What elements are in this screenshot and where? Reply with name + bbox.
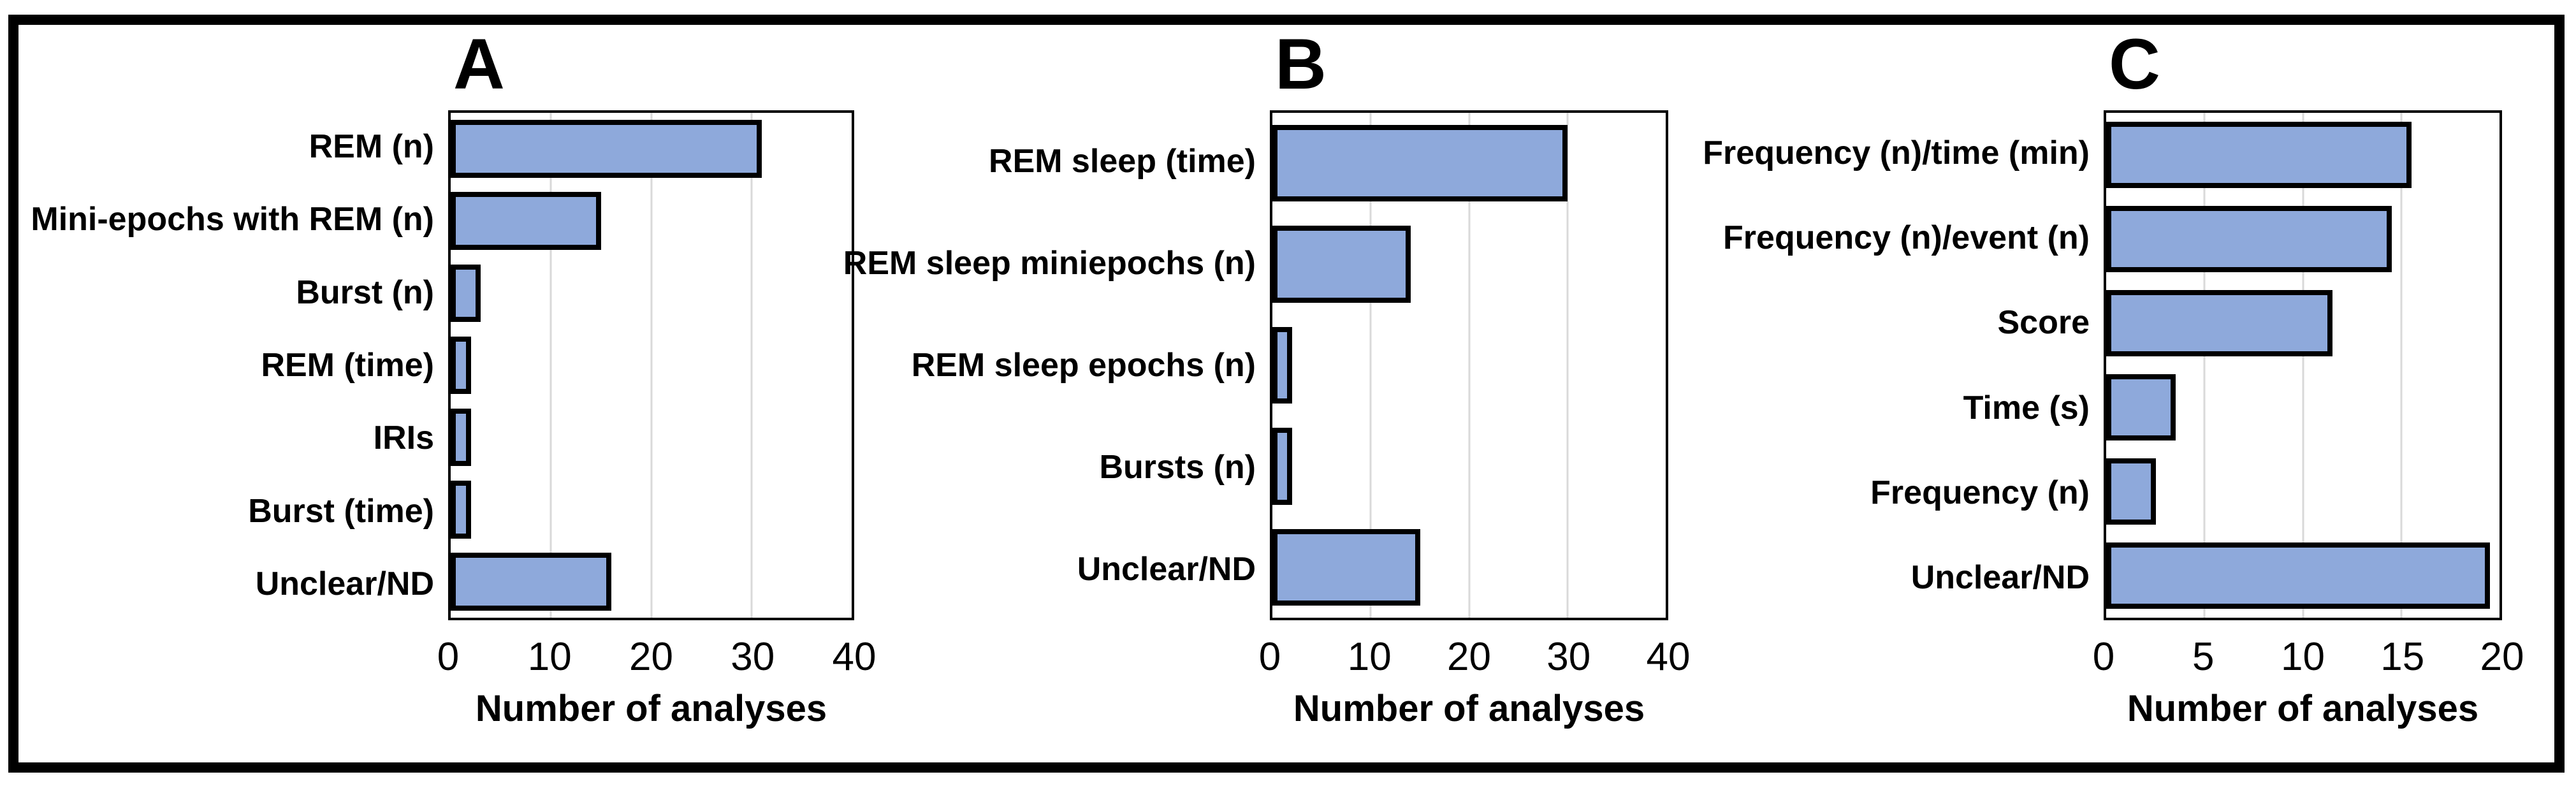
bar-rem-time <box>451 336 471 395</box>
bar-slot-rem-sleep-epochs-n <box>1272 315 1666 416</box>
category-label-frequency-n-time-min: Frequency (n)/time (min) <box>1703 134 2090 171</box>
x-tick-10: 10 <box>527 635 572 679</box>
bar-burst-time <box>451 480 471 539</box>
bar-slot-mini-epochs-with-rem-n <box>451 185 852 257</box>
figure-outer-frame <box>8 15 2565 773</box>
category-label-rem-sleep-miniepochs-n: REM sleep miniepochs (n) <box>843 245 1256 282</box>
category-label-time-s: Time (s) <box>1963 389 2090 426</box>
panel-c-plot-area <box>2104 110 2502 620</box>
panel-c-chart: Frequency (n)/time (min) Frequency (n)/ev… <box>1703 110 2502 620</box>
category-label-unclear-nd: Unclear/ND <box>255 565 434 602</box>
x-tick-0: 0 <box>437 635 460 679</box>
category-label-unclear-nd: Unclear/ND <box>1910 559 2090 597</box>
panel-c-title: C <box>2109 24 2160 104</box>
category-label-iris: IRIs <box>373 419 434 457</box>
panel-a-x-axis-ticks: 0 10 20 30 40 <box>437 634 877 688</box>
x-tick-10: 10 <box>2281 635 2325 679</box>
bar-slot-frequency-n-event-n <box>2106 197 2500 281</box>
bar-slot-rem-sleep-time <box>1272 113 1666 214</box>
bar-mini-epochs-with-rem-n <box>451 192 602 251</box>
gridline-15 <box>2400 113 2403 618</box>
category-label-rem-sleep-time: REM sleep (time) <box>989 143 1256 180</box>
category-label-unclear-nd: Unclear/ND <box>1077 551 1256 588</box>
x-tick-20: 20 <box>1447 635 1491 679</box>
category-label-rem-n: REM (n) <box>309 128 434 166</box>
bar-rem-sleep-epochs-n <box>1272 326 1293 404</box>
bar-slot-rem-sleep-miniepochs-n <box>1272 214 1666 314</box>
bar-slot-frequency-n-time-min <box>2106 113 2500 197</box>
gridline-10 <box>2302 113 2304 618</box>
x-tick-30: 30 <box>1546 635 1591 679</box>
bar-frequency-n <box>2106 458 2156 525</box>
category-label-frequency-n: Frequency (n) <box>1870 474 2090 511</box>
panel-b-x-axis-ticks: 0 10 20 30 40 <box>1259 634 1691 688</box>
category-label-burst-n: Burst (n) <box>296 273 434 311</box>
x-tick-15: 15 <box>2380 635 2425 679</box>
panel-b-category-labels: REM sleep (time) REM sleep miniepochs (n)… <box>843 110 1270 620</box>
bar-slot-score <box>2106 281 2500 365</box>
category-label-burst-time: Burst (time) <box>248 492 434 530</box>
bar-slot-frequency-n <box>2106 449 2500 534</box>
panel-a-category-labels: REM (n) Mini-epochs with REM (n) Burst (n)… <box>31 110 448 620</box>
panel-b-title: B <box>1275 24 1327 104</box>
category-label-rem-sleep-epochs-n: REM sleep epochs (n) <box>911 347 1256 384</box>
bar-score <box>2106 290 2333 356</box>
bar-slot-unclear-nd <box>2106 534 2500 618</box>
bar-slot-burst-n <box>451 257 852 329</box>
bar-unclear-nd <box>1272 528 1420 606</box>
x-tick-40: 40 <box>832 635 877 679</box>
category-label-rem-time: REM (time) <box>261 346 434 384</box>
panel-b-x-axis-title: Number of analyses <box>1293 688 1645 729</box>
bar-unclear-nd <box>451 553 611 611</box>
category-label-score: Score <box>1997 304 2090 342</box>
category-label-mini-epochs-with-rem-n: Mini-epochs with REM (n) <box>31 201 434 238</box>
x-tick-20: 20 <box>2480 635 2524 679</box>
gridline-20 <box>650 113 652 618</box>
x-tick-20: 20 <box>629 635 673 679</box>
bar-slot-time-s <box>2106 365 2500 449</box>
panel-a-plot-area <box>448 110 854 620</box>
bar-iris <box>451 408 471 467</box>
x-tick-5: 5 <box>2192 635 2215 679</box>
panel-a-x-axis-title: Number of analyses <box>475 688 827 729</box>
bar-frequency-n-time-min <box>2106 122 2412 188</box>
gridline-20 <box>1468 113 1470 618</box>
bar-unclear-nd <box>2106 542 2491 609</box>
panel-c-x-axis-ticks: 0 5 10 15 20 <box>2093 634 2524 688</box>
gridline-30 <box>750 113 753 618</box>
bar-slot-bursts-n <box>1272 416 1666 516</box>
panel-a-chart: REM (n) Mini-epochs with REM (n) Burst (n)… <box>31 110 854 620</box>
panel-b-plot-area <box>1270 110 1668 620</box>
category-label-frequency-n-event-n: Frequency (n)/event (n) <box>1723 219 2090 256</box>
panel-c-category-labels: Frequency (n)/time (min) Frequency (n)/ev… <box>1703 110 2104 620</box>
bar-bursts-n <box>1272 428 1293 505</box>
bar-slot-burst-time <box>451 474 852 546</box>
bar-rem-sleep-time <box>1272 124 1568 202</box>
bar-slot-rem-n <box>451 113 852 185</box>
bar-rem-sleep-miniepochs-n <box>1272 226 1411 303</box>
panel-c-x-axis-title: Number of analyses <box>2127 688 2479 729</box>
gridline-5 <box>2203 113 2206 618</box>
x-tick-10: 10 <box>1347 635 1392 679</box>
bar-slot-iris <box>451 402 852 474</box>
bar-time-s <box>2106 374 2176 440</box>
x-tick-0: 0 <box>2092 635 2115 679</box>
x-tick-30: 30 <box>731 635 775 679</box>
x-tick-40: 40 <box>1646 635 1691 679</box>
bar-rem-n <box>451 120 762 178</box>
gridline-10 <box>549 113 552 618</box>
bar-slot-unclear-nd <box>1272 517 1666 618</box>
x-tick-0: 0 <box>1258 635 1281 679</box>
bar-slot-rem-time <box>451 329 852 401</box>
gridline-30 <box>1566 113 1569 618</box>
gridline-10 <box>1369 113 1372 618</box>
panel-b-chart: REM sleep (time) REM sleep miniepochs (n)… <box>843 110 1668 620</box>
bar-frequency-n-event-n <box>2106 206 2392 272</box>
panel-a-title: A <box>453 24 505 104</box>
bar-slot-unclear-nd <box>451 546 852 618</box>
bar-burst-n <box>451 264 481 323</box>
category-label-bursts-n: Bursts (n) <box>1099 449 1256 486</box>
